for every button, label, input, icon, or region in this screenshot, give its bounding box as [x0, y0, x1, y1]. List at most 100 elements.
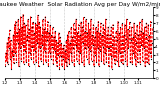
- Point: [89, 50, 92, 51]
- Point: [15, 61, 18, 62]
- Point: [37, 15, 39, 16]
- Point: [151, 42, 153, 44]
- Point: [22, 63, 25, 65]
- Point: [64, 62, 67, 63]
- Point: [72, 48, 74, 49]
- Point: [124, 24, 126, 25]
- Point: [133, 22, 135, 24]
- Point: [85, 58, 88, 59]
- Point: [97, 21, 100, 22]
- Point: [41, 44, 44, 46]
- Point: [61, 66, 63, 67]
- Point: [23, 22, 26, 24]
- Point: [95, 26, 97, 28]
- Point: [48, 52, 51, 54]
- Point: [148, 34, 151, 36]
- Point: [134, 32, 136, 33]
- Point: [37, 66, 40, 67]
- Point: [90, 19, 92, 20]
- Point: [131, 63, 133, 65]
- Point: [106, 34, 108, 36]
- Point: [93, 66, 95, 67]
- Point: [101, 34, 103, 36]
- Point: [70, 26, 72, 28]
- Point: [47, 66, 50, 67]
- Point: [140, 44, 143, 46]
- Point: [18, 66, 20, 67]
- Point: [136, 24, 138, 25]
- Point: [84, 48, 87, 49]
- Point: [42, 63, 45, 65]
- Point: [72, 22, 75, 24]
- Point: [128, 21, 131, 22]
- Point: [115, 30, 117, 32]
- Point: [98, 32, 101, 33]
- Point: [127, 48, 130, 49]
- Point: [138, 50, 140, 51]
- Point: [62, 58, 64, 59]
- Point: [74, 29, 76, 30]
- Point: [82, 16, 85, 18]
- Point: [140, 30, 142, 32]
- Point: [87, 46, 89, 47]
- Title: Milwaukee Weather  Solar Radiation Avg per Day W/m2/minute: Milwaukee Weather Solar Radiation Avg pe…: [0, 2, 160, 7]
- Point: [66, 66, 68, 67]
- Point: [42, 19, 44, 20]
- Point: [16, 32, 18, 33]
- Point: [99, 50, 101, 51]
- Point: [80, 21, 82, 22]
- Point: [79, 52, 82, 54]
- Point: [58, 32, 60, 33]
- Point: [133, 58, 136, 59]
- Point: [14, 52, 16, 54]
- Point: [34, 22, 37, 24]
- Point: [51, 26, 54, 28]
- Point: [127, 29, 129, 30]
- Point: [27, 66, 30, 67]
- Point: [104, 52, 106, 54]
- Point: [61, 48, 64, 49]
- Point: [4, 66, 7, 67]
- Point: [126, 66, 128, 67]
- Point: [47, 21, 49, 22]
- Point: [16, 42, 19, 44]
- Point: [24, 50, 26, 51]
- Point: [82, 42, 84, 44]
- Point: [39, 48, 41, 49]
- Point: [33, 32, 36, 33]
- Point: [86, 32, 88, 33]
- Point: [40, 60, 42, 62]
- Point: [125, 19, 128, 20]
- Point: [76, 32, 79, 33]
- Point: [120, 42, 123, 44]
- Point: [5, 61, 8, 62]
- Point: [119, 52, 121, 54]
- Point: [136, 62, 139, 63]
- Point: [122, 63, 124, 65]
- Point: [9, 58, 12, 59]
- Point: [110, 26, 112, 28]
- Point: [93, 37, 96, 38]
- Point: [25, 62, 28, 63]
- Point: [116, 40, 119, 41]
- Point: [84, 30, 86, 32]
- Point: [123, 50, 125, 51]
- Point: [143, 26, 146, 28]
- Point: [96, 48, 99, 49]
- Point: [50, 34, 53, 36]
- Point: [80, 62, 83, 63]
- Point: [14, 21, 17, 22]
- Point: [26, 34, 28, 36]
- Point: [45, 30, 48, 32]
- Point: [83, 66, 85, 67]
- Point: [56, 66, 58, 67]
- Point: [32, 21, 34, 22]
- Point: [95, 62, 98, 63]
- Point: [79, 34, 81, 36]
- Point: [69, 52, 72, 54]
- Point: [143, 48, 145, 49]
- Point: [105, 62, 108, 63]
- Point: [39, 26, 42, 28]
- Point: [125, 38, 127, 40]
- Point: [87, 22, 90, 24]
